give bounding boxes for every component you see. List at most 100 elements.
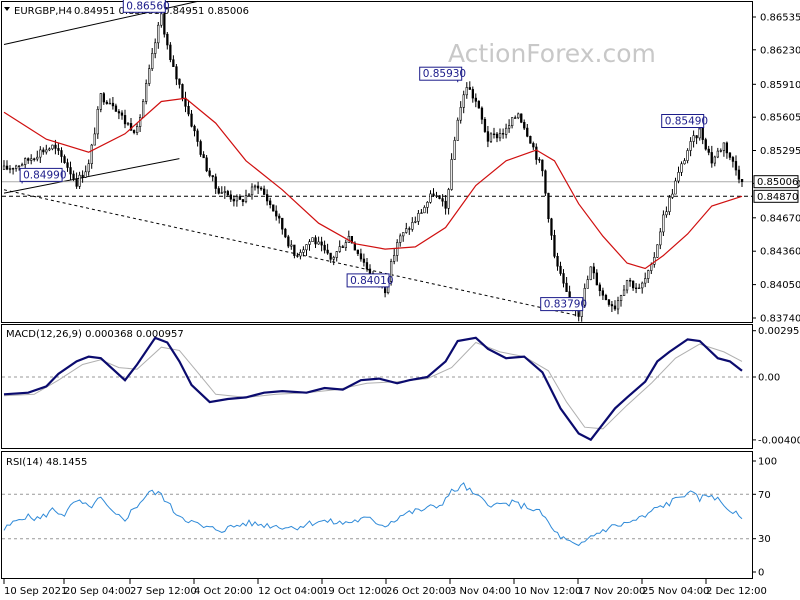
candle-body [272, 204, 275, 212]
candle-body [647, 270, 650, 279]
candle-body [57, 148, 60, 151]
candle-body [565, 282, 568, 293]
candle-body [553, 235, 556, 257]
candle-body [160, 13, 163, 26]
candle-body [722, 142, 726, 151]
candle-body [102, 93, 106, 103]
candle-body [30, 158, 33, 161]
candle-body [535, 146, 538, 160]
candle-body [235, 196, 239, 202]
candle-body [513, 117, 517, 119]
price-callout-label: 0.84010 [350, 275, 393, 287]
candle-body [450, 159, 453, 190]
candle-body [320, 241, 323, 246]
candle-body [178, 78, 181, 85]
candle-body [181, 84, 184, 99]
candle-body [220, 192, 223, 194]
candle-body [250, 186, 254, 196]
candle-body [205, 157, 208, 172]
candle-body [278, 215, 281, 219]
candle-body [244, 195, 248, 203]
candle-body [725, 142, 729, 154]
price-callout-box [661, 114, 705, 128]
candle-body [547, 192, 550, 219]
candle-body [350, 236, 354, 244]
candle-body [641, 282, 644, 289]
candle-body [634, 287, 638, 289]
candle-body [190, 113, 193, 127]
price-callout-label: 0.85490 [665, 116, 708, 128]
candle-body [163, 13, 166, 35]
xtick-label: 2 Dec 12:00 [706, 586, 767, 597]
candle-body [23, 158, 27, 165]
price-callout-label: 0.85930 [423, 68, 466, 80]
candle-body [541, 159, 544, 172]
candle-body [411, 222, 414, 230]
xtick-label: 19 Oct 12:00 [322, 586, 387, 597]
xtick-label: 10 Sep 2021 [4, 586, 67, 597]
candle-body [526, 127, 529, 137]
candle-body [598, 284, 602, 291]
candle-body [344, 242, 348, 249]
candle-body [132, 130, 136, 133]
candle-body [359, 253, 363, 260]
candle-body [610, 304, 614, 307]
candle-body [84, 171, 87, 178]
candle-body [51, 144, 54, 150]
candle-body [169, 44, 172, 60]
candle-body [81, 174, 84, 178]
price-ytick-label: 0.85295 [760, 146, 800, 157]
candle-body [601, 290, 605, 296]
price-callout-box [540, 297, 584, 312]
candle-body [486, 131, 490, 142]
candle-body [444, 200, 447, 209]
candle-body [465, 87, 468, 96]
price-ytick-label: 0.85910 [760, 80, 800, 91]
xtick-label: 12 Oct 04:00 [258, 586, 323, 597]
candle-body [668, 197, 671, 212]
candle-body [677, 172, 680, 182]
candle-body [299, 252, 302, 257]
candle-body [214, 176, 217, 189]
candle-body [734, 161, 738, 171]
candle-body [544, 170, 547, 194]
candle-body [287, 236, 290, 247]
macd-ytick-label: 0.00 [758, 373, 780, 384]
candle-body [556, 255, 559, 267]
rsi-ytick-label: 70 [758, 490, 771, 501]
price-tag-box [753, 175, 799, 189]
candle-body [665, 211, 668, 216]
candle-body [399, 235, 402, 243]
candle-body [438, 195, 441, 199]
candle-body [20, 164, 24, 167]
candle-body [656, 244, 659, 258]
candle-body [108, 102, 112, 105]
candle-body [402, 232, 405, 237]
candle-body [39, 149, 42, 158]
candle-body [607, 299, 611, 305]
header-dropdown-icon[interactable] [4, 7, 10, 11]
candle-body [731, 157, 735, 162]
candle-body [93, 133, 96, 146]
candle-body [414, 221, 417, 223]
candle-body [447, 189, 450, 209]
candle-body [296, 255, 299, 257]
candle-body [583, 287, 586, 306]
candle-body [105, 101, 109, 104]
candle-body [154, 42, 157, 54]
price-callout-label: 0.86560 [126, 0, 169, 12]
candle-body [275, 210, 278, 217]
candle-body [713, 156, 717, 164]
candle-body [695, 135, 698, 139]
candle-body [17, 165, 21, 167]
channel-lower-line [3, 158, 180, 194]
candle-body [314, 237, 317, 245]
price-panel: EURGBP,H4 0.84951 0.85061 0.84951 0.8500… [1, 0, 800, 325]
candle-body [48, 148, 51, 151]
candle-body [199, 141, 202, 155]
candle-body [69, 167, 72, 175]
candle-body [332, 257, 335, 260]
candle-body [562, 273, 565, 284]
price-ytick-label: 0.86535 [760, 13, 800, 24]
candle-body [341, 246, 344, 249]
